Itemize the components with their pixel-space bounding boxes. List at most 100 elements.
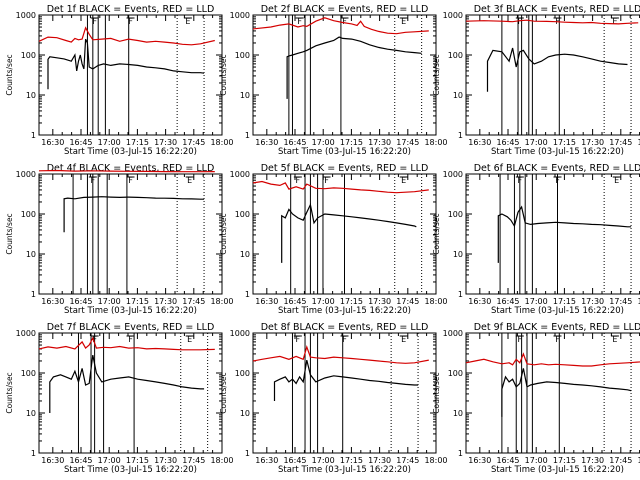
- chart-5-xtick-label: 17:00: [312, 297, 335, 306]
- chart-1-xtick-label: 17:00: [98, 138, 121, 147]
- chart-2-ylabel: Counts/sec: [219, 54, 228, 95]
- chart-1-xtick-label: 18:00: [210, 138, 233, 147]
- chart-6-title: Det 6f BLACK = Events, RED = LLD: [474, 163, 640, 174]
- chart-4-ytick-label: 100: [21, 210, 36, 219]
- chart-8-xtick-label: 17:00: [312, 456, 335, 465]
- chart-1-xtick-label: 17:30: [154, 138, 177, 147]
- chart-8-xtick-label: 17:30: [368, 456, 391, 465]
- chart-6-xtick-label: 16:30: [468, 297, 491, 306]
- chart-3-xtick-label: 16:45: [496, 138, 519, 147]
- chart-5-xtick-label: 17:15: [340, 297, 363, 306]
- chart-1-ytick-label: 100: [21, 51, 36, 60]
- chart-6-ytick-label: 1: [458, 290, 463, 299]
- chart-4-xtick-label: 18:00: [210, 297, 233, 306]
- chart-8-plot-frame: [252, 332, 437, 454]
- chart-5-xtick-label: 17:45: [396, 297, 419, 306]
- chart-2-xtick-label: 16:30: [255, 138, 278, 147]
- chart-4-marker-label: F: [128, 176, 133, 185]
- chart-7-ytick-label: 100: [21, 369, 36, 378]
- chart-9-series-lld: [465, 352, 640, 367]
- chart-3-ytick-label: 100: [448, 51, 463, 60]
- chart-3-ytick-label: 10: [453, 91, 463, 100]
- chart-8-title: Det 8f BLACK = Events, RED = LLD: [261, 322, 429, 333]
- chart-1-marker-label: F: [92, 17, 97, 26]
- chart-5-ytick-label: 1000: [230, 170, 250, 179]
- chart-9-ytick-label: 10: [453, 409, 463, 418]
- chart-2-ytick-label: 1000: [230, 11, 250, 20]
- chart-4-marker-label: E: [187, 176, 192, 185]
- chart-9-plot-frame: [465, 332, 640, 454]
- chart-1-xtick-label: 16:30: [41, 138, 64, 147]
- chart-7-xtick-label: 18:00: [210, 456, 233, 465]
- chart-5-xtick-label: 18:00: [424, 297, 447, 306]
- chart-8-marker-label: F: [296, 335, 301, 344]
- chart-5-ytick-label: 1: [245, 290, 250, 299]
- chart-8-marker-label: F: [342, 335, 347, 344]
- chart-4-xtick-label: 17:00: [98, 297, 121, 306]
- chart-2-xlabel: Start Time (03-Jul-15 16:22:20): [278, 147, 411, 157]
- chart-2-xtick-label: 17:30: [368, 138, 391, 147]
- chart-8-xtick-label: 16:45: [283, 456, 306, 465]
- chart-9-xtick-label: 18:00: [637, 456, 640, 465]
- chart-8-ytick-label: 1000: [230, 329, 250, 338]
- chart-7-plot-frame: [38, 332, 223, 454]
- chart-6-marker-label: F: [555, 176, 560, 185]
- chart-7-series-events: [49, 354, 205, 413]
- chart-8-xtick-label: 17:15: [340, 456, 363, 465]
- chart-3-xtick-label: 17:00: [525, 138, 548, 147]
- chart-7-marker-label: F: [92, 335, 97, 344]
- chart-1-ytick-label: 1: [31, 131, 36, 140]
- chart-2-marker-label: F: [297, 17, 302, 26]
- chart-9-xtick-label: 16:30: [468, 456, 491, 465]
- chart-4-xtick-label: 17:45: [182, 297, 205, 306]
- chart-1-marker-label: F: [128, 17, 133, 26]
- chart-5-series-events: [281, 202, 417, 263]
- chart-3-xtick-label: 16:30: [468, 138, 491, 147]
- chart-1-xtick-label: 16:45: [69, 138, 92, 147]
- chart-9-series-events: [501, 368, 632, 417]
- chart-6-marker-label: F: [518, 176, 523, 185]
- chart-6-plot-frame: [465, 173, 640, 295]
- chart-6-ytick-label: 100: [448, 210, 463, 219]
- chart-1-xtick-label: 17:15: [126, 138, 149, 147]
- chart-2-xtick-label: 17:15: [340, 138, 363, 147]
- chart-9-ytick-label: 1: [458, 449, 463, 458]
- chart-4-ylabel: Counts/sec: [5, 213, 14, 254]
- chart-6-xtick-label: 17:30: [581, 297, 604, 306]
- chart-6-xtick-label: 17:45: [609, 297, 632, 306]
- chart-8-xtick-label: 18:00: [424, 456, 447, 465]
- chart-5-marker-label: F: [296, 176, 301, 185]
- chart-9-ytick-label: 1000: [443, 329, 463, 338]
- chart-8-ytick-label: 1: [245, 449, 250, 458]
- chart-8-ylabel: Counts/sec: [219, 372, 228, 413]
- chart-5-ytick-label: 100: [235, 210, 250, 219]
- chart-3-series-events: [486, 47, 628, 92]
- chart-7-marker-label: F: [128, 335, 133, 344]
- chart-4-series-lld: [38, 169, 215, 173]
- chart-7-xtick-label: 17:00: [98, 456, 121, 465]
- chart-3-ylabel: Counts/sec: [432, 54, 441, 95]
- chart-7-series-lld: [38, 336, 215, 351]
- chart-7-marker-label: E: [187, 335, 192, 344]
- chart-1-series-events: [47, 38, 205, 90]
- chart-9-xlabel: Start Time (03-Jul-15 16:22:20): [491, 465, 624, 475]
- chart-6-xtick-label: 17:15: [553, 297, 576, 306]
- chart-4-plot-frame: [38, 173, 223, 295]
- chart-9-xtick-label: 17:00: [525, 456, 548, 465]
- chart-7-ytick-label: 1000: [16, 329, 36, 338]
- chart-9-marker-label: F: [518, 335, 523, 344]
- chart-2-series-events: [286, 36, 422, 99]
- chart-3-marker-label: E: [612, 17, 617, 26]
- chart-6-xtick-label: 17:00: [525, 297, 548, 306]
- chart-1-series-lld: [38, 26, 215, 46]
- chart-5-title: Det 5f BLACK = Events, RED = LLD: [261, 163, 429, 174]
- chart-1-xlabel: Start Time (03-Jul-15 16:22:20): [64, 147, 197, 157]
- chart-5-xtick-label: 16:30: [255, 297, 278, 306]
- chart-1-ytick-label: 10: [26, 91, 36, 100]
- chart-3-xlabel: Start Time (03-Jul-15 16:22:20): [491, 147, 624, 157]
- chart-1-ylabel: Counts/sec: [5, 54, 14, 95]
- chart-9-xtick-label: 16:45: [496, 456, 519, 465]
- chart-6-xlabel: Start Time (03-Jul-15 16:22:20): [491, 306, 624, 316]
- chart-1-title: Det 1f BLACK = Events, RED = LLD: [47, 4, 215, 15]
